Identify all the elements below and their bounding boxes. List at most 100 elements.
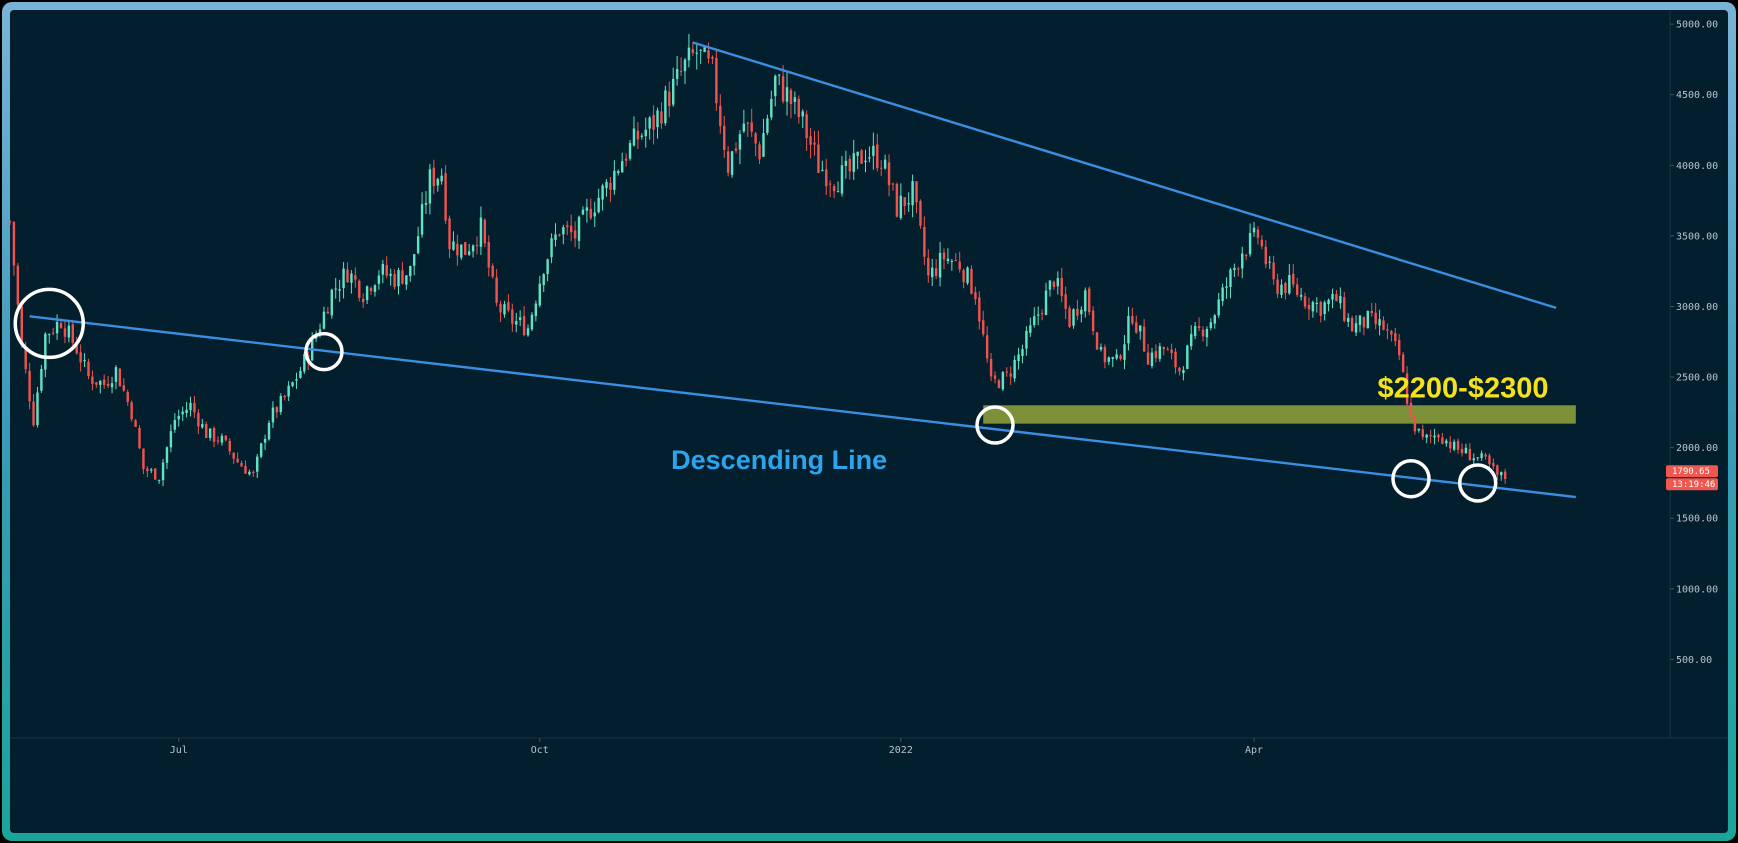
candle-body <box>1339 296 1342 304</box>
candle-body <box>1123 344 1126 360</box>
candle-body <box>1425 434 1428 438</box>
candle-body <box>1421 429 1424 437</box>
y-tick-label: 3000.00 <box>1676 302 1718 313</box>
candle-body <box>624 158 628 161</box>
candle-body <box>173 420 177 430</box>
candle-body <box>1398 340 1401 356</box>
y-axis[interactable]: 5000.00 4500.00 4000.00 3500.00 3000.00 2500.… <box>1669 10 1718 738</box>
candle-body <box>1452 441 1456 450</box>
y-tick-label: 4500.00 <box>1676 90 1718 101</box>
candle-body <box>1119 355 1122 359</box>
candle-body <box>59 323 63 329</box>
candle-body <box>609 182 612 190</box>
candle-body <box>581 209 585 215</box>
candle-body <box>569 225 573 233</box>
candle-body <box>656 110 659 128</box>
candle-body <box>750 122 753 132</box>
candle-body <box>605 181 608 189</box>
candle-body <box>738 134 742 150</box>
candle-body <box>1390 331 1393 335</box>
candles[interactable] <box>10 33 1507 487</box>
x-axis[interactable]: Jul Oct 2022 Apr <box>10 737 1728 756</box>
candle-body <box>825 169 828 187</box>
candle-body <box>644 129 647 137</box>
candle-body <box>1295 284 1299 296</box>
candle-body <box>259 443 263 457</box>
candle-body <box>432 167 436 187</box>
candle-body <box>883 159 887 169</box>
candle-body <box>1401 354 1405 373</box>
candle-body <box>330 289 334 316</box>
candle-body <box>895 183 899 217</box>
candle-body <box>1503 471 1507 479</box>
countdown-badge-bg <box>1666 478 1718 491</box>
y-tick-label: 1500.00 <box>1676 514 1718 525</box>
candle-body <box>134 420 137 427</box>
candle-body <box>1409 402 1413 417</box>
candle-body <box>79 352 82 363</box>
candle-body <box>1076 308 1079 316</box>
candle-body <box>1492 463 1495 467</box>
candle-body <box>10 221 12 223</box>
candle-body <box>32 401 35 426</box>
y-tick-label: 5000.00 <box>1676 20 1718 31</box>
candlestick-chart[interactable]: 5000.00 4500.00 4000.00 3500.00 3000.00 2500.… <box>10 10 1728 833</box>
candle-body <box>813 142 816 145</box>
candle-body <box>1500 472 1503 476</box>
candle-body <box>1413 416 1417 432</box>
candle-body <box>620 161 624 173</box>
candle-body <box>67 325 71 338</box>
candle-body <box>1441 437 1444 444</box>
candle-body <box>907 203 910 205</box>
candle-body <box>946 258 950 262</box>
candle-body <box>1029 325 1032 333</box>
candle-body <box>1456 440 1460 450</box>
candle-body <box>828 183 832 185</box>
candle-body <box>695 52 698 54</box>
candle-body <box>931 267 934 278</box>
candle-body <box>354 275 357 280</box>
candle-body <box>770 98 773 118</box>
candle-body <box>1358 315 1362 325</box>
trendlines[interactable] <box>29 41 1576 499</box>
candle-body <box>1111 357 1114 359</box>
candle-body <box>758 144 761 160</box>
candle-body <box>577 216 581 241</box>
candle-body <box>1209 322 1213 329</box>
candle-body <box>1138 325 1142 332</box>
candle-body <box>915 181 918 203</box>
candle-body <box>401 270 404 284</box>
candle-body <box>1091 310 1095 332</box>
candle-body <box>424 203 428 205</box>
candle-body <box>793 97 797 102</box>
candle-body <box>1084 290 1087 312</box>
candle-body <box>267 422 271 440</box>
candle-body <box>1150 352 1154 366</box>
candle-body <box>1017 354 1020 362</box>
candle-body <box>1335 294 1338 302</box>
candle-body <box>962 270 965 283</box>
candle-body <box>1060 277 1063 297</box>
candle-body <box>542 274 545 286</box>
trendline-lower <box>29 315 1576 499</box>
candle-body <box>1162 347 1165 350</box>
candle-body <box>742 123 746 132</box>
candle-body <box>1166 349 1169 351</box>
candle-body <box>1056 278 1060 287</box>
annotations: $2200-$2300 Descending Line <box>671 372 1548 475</box>
candle-body <box>950 261 954 263</box>
candle-body <box>1233 267 1236 271</box>
candle-body <box>766 118 769 133</box>
candle-body <box>503 304 506 315</box>
candle-body <box>44 333 47 370</box>
chart-panel: 5000.00 4500.00 4000.00 3500.00 3000.00 2500.… <box>10 10 1728 833</box>
candle-body <box>185 409 188 414</box>
candle-body <box>762 133 765 157</box>
candle-body <box>1276 279 1279 294</box>
candle-body <box>1386 329 1389 331</box>
candle-body <box>99 380 102 385</box>
candle-body <box>774 75 777 97</box>
candle-body <box>1311 302 1315 312</box>
candle-body <box>24 347 27 370</box>
candle-body <box>1036 314 1040 316</box>
